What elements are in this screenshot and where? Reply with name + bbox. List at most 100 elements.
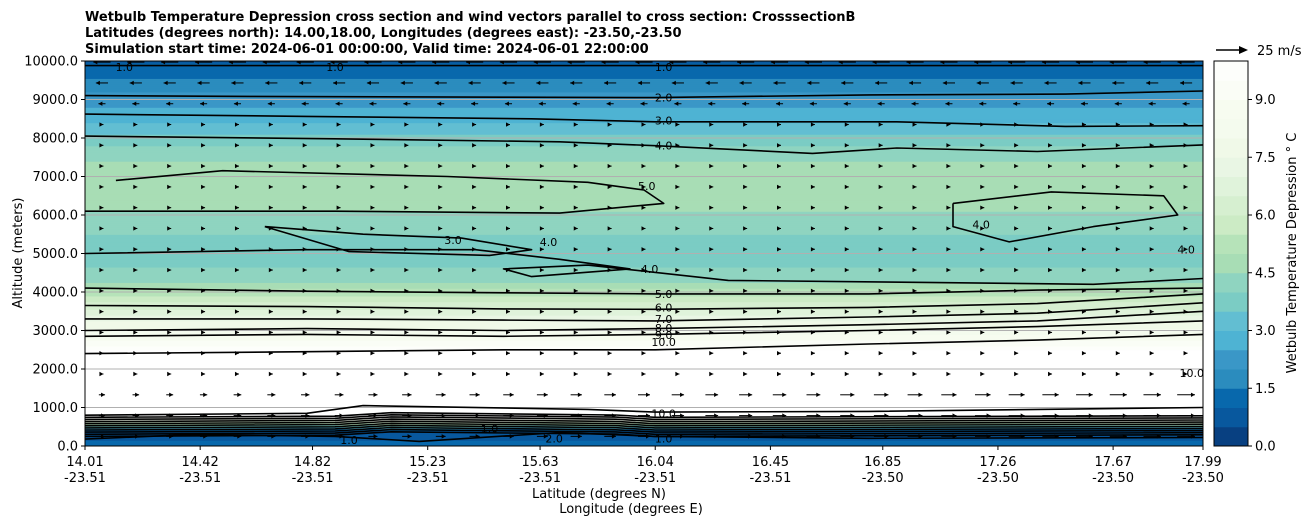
wind-vector-head bbox=[777, 351, 782, 356]
wind-vector-head bbox=[475, 413, 480, 418]
wind-vector-head bbox=[606, 101, 611, 106]
wind-vector-head bbox=[1048, 371, 1053, 377]
contour-label: 6.0 bbox=[655, 301, 673, 314]
contour-line bbox=[952, 191, 1179, 243]
wind-vector-head bbox=[844, 267, 849, 273]
wind-vector-head bbox=[404, 163, 409, 169]
wind-vector-head bbox=[980, 267, 985, 273]
x-axis: 14.01-23.5114.42-23.5114.82-23.5115.23-2… bbox=[64, 446, 1224, 486]
filled-band bbox=[85, 176, 1203, 180]
wind-vector-head bbox=[472, 288, 477, 294]
wind-vector-head bbox=[674, 101, 679, 106]
filled-band bbox=[85, 99, 1203, 103]
filled-band bbox=[85, 62, 1203, 66]
contour-line bbox=[85, 404, 1203, 416]
contour-line bbox=[85, 287, 1203, 295]
x-tick-label-longitude: -23.50 bbox=[1092, 471, 1134, 486]
wind-vector-head bbox=[1048, 330, 1053, 335]
wind-vector-head bbox=[709, 122, 714, 127]
wind-vector-head bbox=[99, 330, 104, 335]
filled-band bbox=[85, 370, 1203, 374]
x-tick-label-longitude: -23.51 bbox=[634, 471, 676, 486]
wind-vector-head bbox=[234, 163, 239, 169]
wind-vector-head bbox=[438, 247, 443, 252]
wind-vector-head bbox=[336, 351, 341, 356]
wind-vector-head bbox=[709, 247, 714, 252]
wind-vector-head bbox=[302, 267, 307, 273]
wind-vector-head bbox=[504, 101, 509, 106]
wind-vector-head bbox=[816, 392, 821, 397]
wind-vector-head bbox=[197, 80, 202, 86]
wind-vector-head bbox=[1048, 351, 1053, 356]
wind-vector-head bbox=[505, 330, 510, 335]
contour-label: 10.0 bbox=[651, 407, 676, 420]
wind-vector-head bbox=[335, 101, 340, 106]
x-tick-label-longitude: -23.51 bbox=[292, 471, 334, 486]
filled-band bbox=[85, 224, 1203, 228]
contour-line bbox=[85, 411, 1203, 419]
colorbar bbox=[1214, 61, 1248, 447]
wind-vector-head bbox=[878, 247, 883, 252]
wind-vector-head bbox=[952, 392, 957, 397]
filled-band bbox=[85, 201, 1203, 205]
wind-vector-head bbox=[908, 80, 913, 86]
wind-vector-head bbox=[167, 226, 172, 231]
filled-band bbox=[85, 80, 1203, 83]
wind-vector-head bbox=[844, 226, 849, 231]
wind-vector-head bbox=[946, 330, 951, 335]
wind-vector-head bbox=[1149, 309, 1154, 314]
filled-band bbox=[85, 403, 1203, 407]
wind-vector-head bbox=[573, 184, 578, 190]
wind-vector-head bbox=[878, 267, 883, 273]
wind-vector-head bbox=[404, 226, 409, 231]
wind-vector-head bbox=[1075, 61, 1080, 65]
wind-vector-head bbox=[844, 371, 849, 377]
wind-vector-head bbox=[878, 330, 883, 335]
wind-vector-head bbox=[167, 288, 172, 294]
wind-vector-head bbox=[1149, 371, 1154, 377]
wind-vector-head bbox=[878, 226, 883, 231]
contour-line bbox=[85, 113, 1203, 128]
wind-vector-head bbox=[99, 226, 104, 231]
wind-vector-head bbox=[1115, 247, 1120, 252]
wind-vector-head bbox=[680, 434, 685, 439]
wind-vector-head bbox=[271, 392, 276, 397]
wind-vector-head bbox=[201, 143, 206, 148]
wind-vector-head bbox=[167, 309, 172, 314]
wind-vector-head bbox=[980, 184, 985, 190]
wind-vector-head bbox=[438, 226, 443, 231]
filled-band bbox=[85, 261, 1203, 264]
wind-vector-head bbox=[1115, 122, 1120, 127]
wind-vector-head bbox=[816, 434, 821, 439]
wind-vector-head bbox=[601, 61, 606, 65]
colorbar-segment bbox=[1214, 272, 1248, 293]
contour-line bbox=[85, 333, 1203, 355]
wind-vector-head bbox=[1014, 143, 1019, 148]
wind-vector-head bbox=[509, 392, 514, 397]
wind-vector-head bbox=[708, 101, 713, 106]
quiver-key-arrowhead bbox=[1239, 46, 1248, 54]
colorbar-segment bbox=[1214, 118, 1248, 139]
wind-vector-head bbox=[99, 205, 104, 210]
wind-vector-head bbox=[166, 101, 171, 106]
wind-vector-head bbox=[906, 61, 911, 65]
filled-band bbox=[85, 438, 1203, 441]
wind-vector-head bbox=[675, 163, 680, 169]
y-tick-label: 1000.0 bbox=[33, 401, 79, 416]
wind-vector-head bbox=[167, 330, 172, 335]
wind-vector-head bbox=[472, 122, 477, 127]
wind-vector-head bbox=[194, 61, 199, 65]
wind-vector-head bbox=[370, 371, 375, 377]
colorbar-tick-label: 6.0 bbox=[1255, 209, 1276, 224]
wind-vector-head bbox=[438, 163, 443, 169]
wind-vector-head bbox=[714, 434, 719, 439]
contour-label: 4.0 bbox=[540, 236, 558, 249]
wind-vector-head bbox=[810, 267, 815, 273]
wind-vector-head bbox=[133, 247, 138, 252]
wind-vector-head bbox=[234, 184, 239, 190]
wind-vector-head bbox=[675, 288, 680, 294]
filled-band bbox=[85, 220, 1203, 224]
wind-vector-head bbox=[1149, 330, 1154, 335]
y-tick-label: 2000.0 bbox=[33, 363, 79, 378]
wind-vector-head bbox=[1122, 413, 1127, 418]
